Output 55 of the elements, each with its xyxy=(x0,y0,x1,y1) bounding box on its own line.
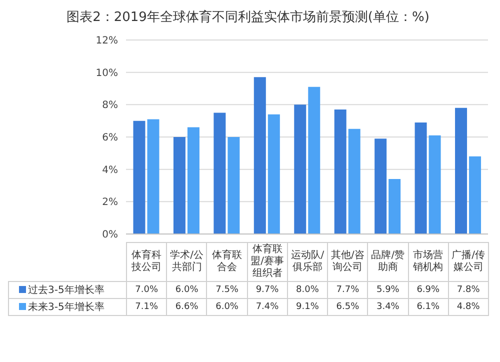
y-tick-label: 10% xyxy=(96,68,118,79)
data-label: 5.9% xyxy=(368,282,408,298)
y-tick-label: 2% xyxy=(102,197,118,208)
bar xyxy=(455,108,468,234)
x-tick-label: 其他/咨询公司 xyxy=(328,242,368,282)
x-tick-label: 品牌/赞助商 xyxy=(368,242,408,282)
y-tick-label: 8% xyxy=(102,100,118,112)
bar xyxy=(294,104,306,234)
data-label: 7.0% xyxy=(126,282,167,298)
data-label: 6.5% xyxy=(328,298,368,316)
chart-title: 图表2：2019年全球体育不同利益实体市场前景预测(单位：%) xyxy=(66,8,430,26)
bar xyxy=(334,110,346,234)
bar xyxy=(147,119,160,234)
bar xyxy=(388,179,401,234)
bar xyxy=(414,122,427,234)
data-label: 6.0% xyxy=(166,282,207,298)
data-label: 9.7% xyxy=(247,282,288,298)
data-label: 8.0% xyxy=(287,282,328,298)
x-tick-label: 体育联盟/赛事组织者 xyxy=(247,242,288,282)
bar xyxy=(469,156,482,234)
x-tick-label: 运动队/俱乐部 xyxy=(287,242,328,282)
y-tick-label: 4% xyxy=(102,164,118,176)
x-tick-label: 体育联合会 xyxy=(206,242,248,282)
bar xyxy=(187,127,200,234)
x-tick-label: 学术/公共部门 xyxy=(166,242,207,282)
data-label: 6.0% xyxy=(206,298,248,316)
bar xyxy=(214,112,226,234)
y-tick-label: 6% xyxy=(102,132,118,144)
bar xyxy=(308,86,320,234)
x-tick-label: 市场营销机构 xyxy=(408,242,448,282)
data-label: 6.9% xyxy=(408,282,448,298)
legend-label: 未来3-5年增长率 xyxy=(8,298,126,316)
data-label: 6.1% xyxy=(408,298,448,316)
data-label: 6.6% xyxy=(166,298,207,316)
x-tick-label: 体育科技公司 xyxy=(126,242,167,282)
y-tick-label: 12% xyxy=(96,36,118,47)
data-label: 7.4% xyxy=(247,298,288,316)
data-label: 7.8% xyxy=(448,282,488,298)
bar xyxy=(428,135,441,234)
legend-label: 过去3-5年增长率 xyxy=(8,282,126,298)
y-tick-label: 0% xyxy=(102,230,118,241)
data-label: 3.4% xyxy=(368,298,408,316)
bar xyxy=(268,114,280,234)
bar xyxy=(348,128,360,234)
bar xyxy=(173,137,186,234)
bar xyxy=(374,138,387,234)
bar xyxy=(228,137,240,234)
bar xyxy=(133,120,146,234)
bar xyxy=(254,77,266,234)
x-tick-label: 广播/传媒公司 xyxy=(448,242,488,282)
data-label: 7.1% xyxy=(126,298,167,316)
data-label: 7.7% xyxy=(328,282,368,298)
data-label: 7.5% xyxy=(206,282,248,298)
data-label: 4.8% xyxy=(448,298,488,316)
data-label: 9.1% xyxy=(287,298,328,316)
